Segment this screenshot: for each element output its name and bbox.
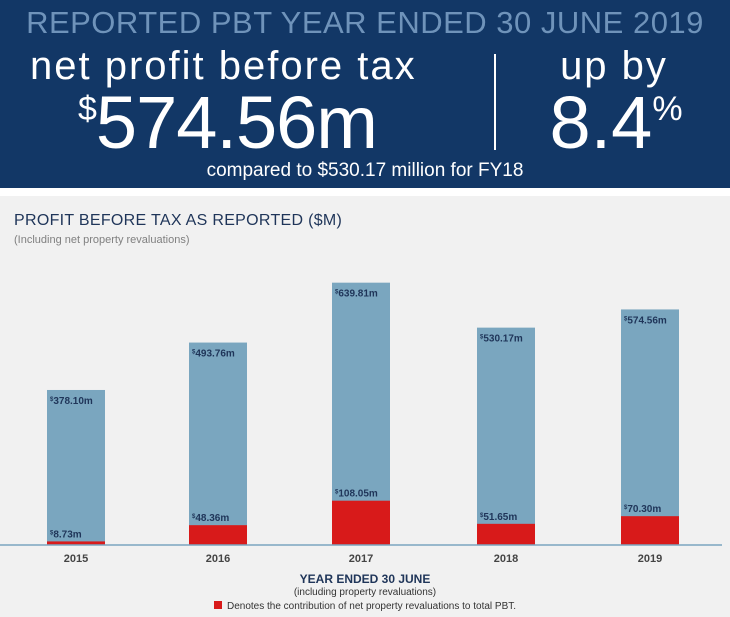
profit-amount: 574.56m — [95, 81, 378, 164]
chart-subtitle: (Including net property revaluations) — [14, 234, 190, 246]
upby-unit: % — [652, 90, 683, 128]
data-label-revaluation-2017: $108.05m — [335, 489, 378, 500]
data-label-revaluation-2016: $48.36m — [192, 513, 229, 524]
data-label-total-2018: $530.17m — [480, 334, 523, 345]
bar-revaluation-2016 — [189, 525, 247, 545]
data-label-total-2019: $574.56m — [624, 315, 667, 326]
legend: Denotes the contribution of net property… — [0, 601, 730, 612]
chart-title: PROFIT BEFORE TAX AS REPORTED ($M) — [14, 212, 343, 229]
data-label-total-2016: $493.76m — [192, 349, 235, 360]
data-label-total-2015: $378.10m — [50, 396, 93, 407]
data-label-revaluation-2019: $70.30m — [624, 504, 661, 515]
data-label-revaluation-2018: $51.65m — [480, 512, 517, 523]
x-axis-title: YEAR ENDED 30 JUNE — [299, 572, 431, 586]
x-tick-2015: 2015 — [64, 553, 88, 565]
chart-panel: PROFIT BEFORE TAX AS REPORTED ($M) (Incl… — [0, 196, 730, 617]
bar-total-2016 — [189, 342, 247, 545]
banner-title: REPORTED PBT YEAR ENDED 30 JUNE 2019 — [26, 5, 704, 40]
legend-label: Denotes the contribution of net property… — [226, 601, 517, 612]
bar-revaluation-2017 — [332, 500, 390, 545]
x-axis-subtitle: (including property revaluations) — [293, 587, 437, 598]
x-tick-2016: 2016 — [206, 553, 230, 565]
data-label-revaluation-2015: $8.73m — [50, 529, 82, 540]
upby-number: 8.4 — [549, 81, 653, 164]
comparison-text: compared to $530.17 million for FY18 — [206, 160, 524, 181]
profit-label: net profit before tax — [30, 44, 417, 88]
x-tick-2017: 2017 — [349, 553, 373, 565]
bar-revaluation-2019 — [621, 516, 679, 545]
bar-total-2015 — [47, 389, 105, 545]
legend-swatch — [213, 601, 222, 610]
x-tick-2018: 2018 — [494, 553, 518, 565]
bar-total-2018 — [477, 327, 535, 545]
data-label-total-2017: $639.81m — [335, 289, 378, 300]
bar-revaluation-2018 — [477, 523, 535, 545]
profit-value: $574.56m — [78, 80, 378, 165]
bar-revaluation-2015 — [47, 541, 105, 545]
profit-currency: $ — [78, 90, 97, 128]
bar-total-2019 — [621, 309, 679, 545]
bar-chart: $378.10m $8.73m 2015 $493.76m $48.36m 2016 $63… — [0, 282, 722, 565]
summary-banner: REPORTED PBT YEAR ENDED 30 JUNE 2019 net… — [0, 0, 730, 188]
x-tick-2019: 2019 — [638, 553, 662, 565]
banner-divider — [494, 54, 496, 150]
upby-label: up by — [560, 44, 668, 88]
upby-value: 8.4% — [520, 80, 712, 165]
